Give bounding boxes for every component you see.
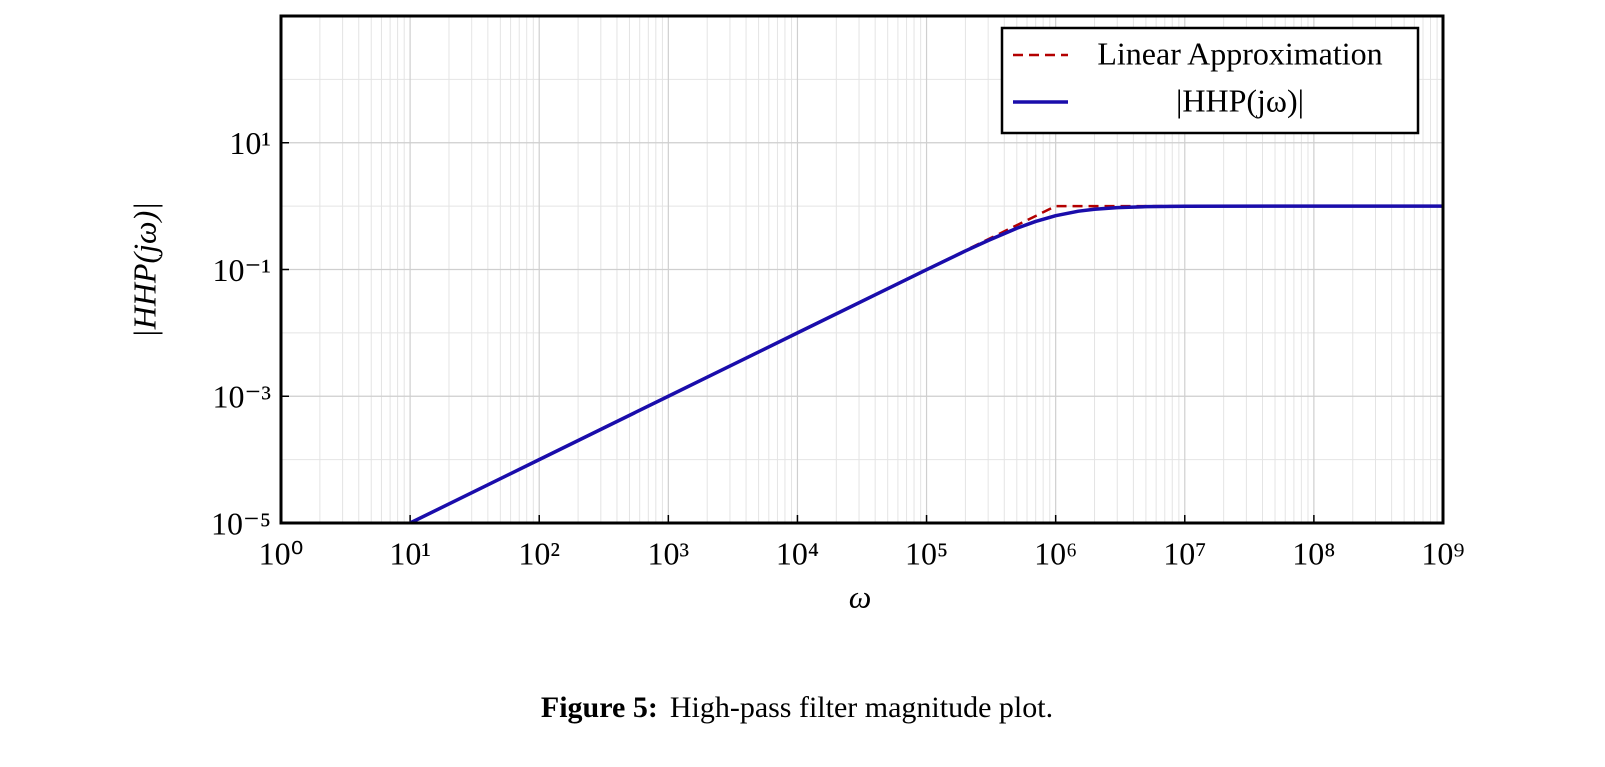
legend-label: |HHP(jω)| bbox=[1176, 82, 1304, 118]
y-axis-label: |HHP(jω)| bbox=[126, 202, 162, 338]
y-tick-label: 10⁻³ bbox=[213, 379, 271, 415]
x-tick-label: 10⁸ bbox=[1292, 535, 1335, 571]
x-tick-label: 10⁹ bbox=[1421, 535, 1464, 571]
x-tick-label: 10⁰ bbox=[259, 535, 304, 571]
x-tick-label: 10⁴ bbox=[776, 535, 819, 571]
y-tick-label: 10¹ bbox=[229, 125, 271, 161]
legend-label: Linear Approximation bbox=[1097, 35, 1382, 71]
x-axis-label: ω bbox=[849, 578, 872, 614]
legend: Linear Approximation |HHP(jω)| bbox=[1000, 26, 1420, 135]
x-tick-label: 10⁷ bbox=[1163, 535, 1206, 571]
x-tick-label: 10² bbox=[518, 535, 560, 571]
y-tick-label: 10⁻¹ bbox=[213, 252, 271, 288]
legend-box bbox=[1000, 26, 1420, 135]
series-line bbox=[409, 204, 1443, 523]
caption: Figure 5: High-pass filter magnitude plot… bbox=[541, 691, 1053, 724]
lines bbox=[409, 204, 1443, 523]
x-tick-label: 10¹ bbox=[389, 535, 431, 571]
plot-frame bbox=[279, 14, 1445, 525]
caption-label: Figure 5: bbox=[541, 691, 658, 724]
x-tick-label: 10³ bbox=[648, 535, 690, 571]
x-tick-label: 10⁵ bbox=[905, 535, 948, 571]
x-tick-label: 10⁶ bbox=[1034, 535, 1077, 571]
caption-text: High-pass filter magnitude plot. bbox=[670, 691, 1053, 724]
y-tick-label: 10⁻⁵ bbox=[211, 505, 271, 541]
